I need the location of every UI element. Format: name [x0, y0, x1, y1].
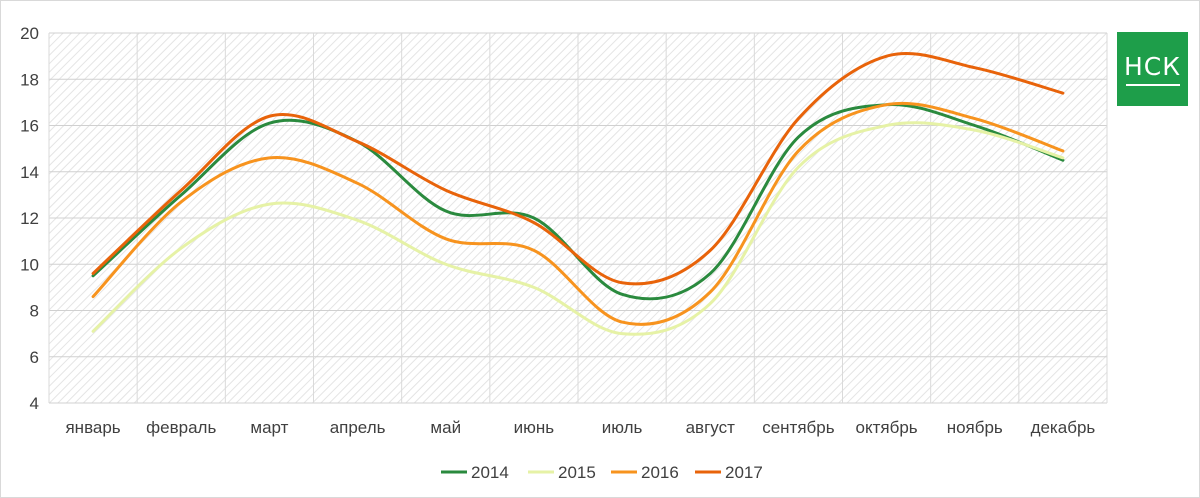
y-tick-label: 12: [20, 209, 39, 228]
y-tick-label: 20: [20, 24, 39, 43]
x-axis-ticks: январь февраль март апрель май июнь июль август…: [65, 418, 1095, 437]
y-tick-label: 6: [30, 348, 39, 367]
x-tick-label: август: [686, 418, 735, 437]
y-tick-label: 18: [20, 70, 39, 89]
logo-text: НСК: [1123, 52, 1181, 81]
x-tick-label: март: [250, 418, 288, 437]
legend-label-2015: 2015: [558, 463, 596, 482]
series-line-2016: [91, 101, 1065, 326]
x-tick-label: апрель: [330, 418, 386, 437]
x-tick-label: октябрь: [856, 418, 918, 437]
legend-label-2017: 2017: [725, 463, 763, 482]
legend-label-2014: 2014: [471, 463, 509, 482]
x-tick-label: ноябрь: [947, 418, 1003, 437]
logo-underline: [1125, 84, 1180, 86]
x-tick-label: декабрь: [1031, 418, 1096, 437]
y-tick-label: 4: [30, 394, 39, 413]
x-tick-label: май: [430, 418, 461, 437]
x-tick-label: сентябрь: [762, 418, 835, 437]
x-tick-label: июль: [602, 418, 643, 437]
y-tick-label: 14: [20, 163, 39, 182]
nsk-logo: НСК: [1117, 32, 1188, 106]
x-tick-label: июнь: [514, 418, 555, 437]
y-tick-label: 16: [20, 117, 39, 136]
x-tick-label: январь: [65, 418, 120, 437]
x-tick-label: февраль: [146, 418, 216, 437]
y-axis-ticks: 4 6 8 10 12 14 16 18 20: [20, 24, 39, 413]
legend: 2014 2015 2016 2017: [441, 463, 763, 482]
gridlines: [48, 32, 1108, 404]
y-tick-label: 10: [20, 255, 39, 274]
series-line-2015: [91, 121, 1065, 336]
legend-label-2016: 2016: [641, 463, 679, 482]
y-tick-label: 8: [30, 302, 39, 321]
series-lines: [91, 51, 1065, 336]
series-line-2017: [91, 51, 1065, 286]
